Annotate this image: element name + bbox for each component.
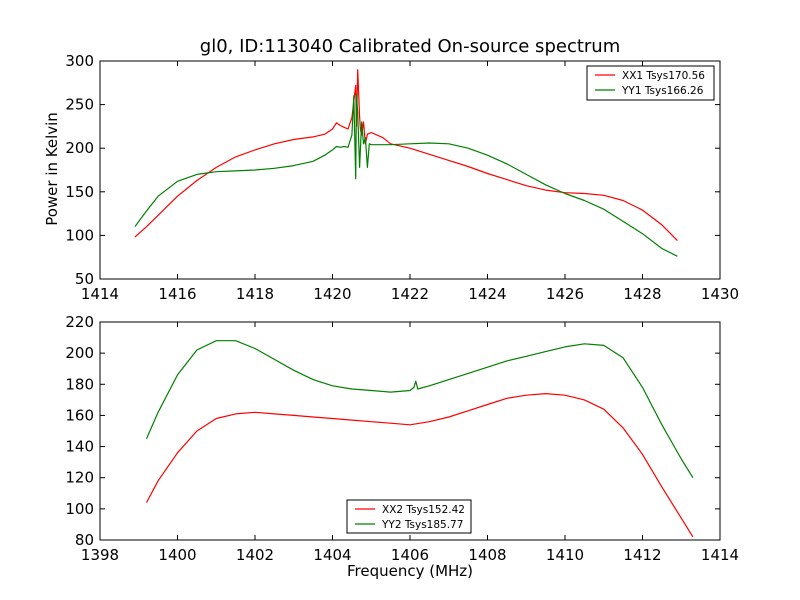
bottom-legend: XX2 Tsys152.42 YY2 Tsys185.77 xyxy=(346,499,472,534)
top-x-tick-label: 1424 xyxy=(468,285,506,303)
bottom-legend-label-1: XX2 Tsys152.42 xyxy=(382,504,465,516)
top-series-line-1 xyxy=(134,69,678,242)
chart-title: gl0, ID:113040 Calibrated On-source spec… xyxy=(200,36,620,57)
bottom-x-tick-label: 1408 xyxy=(468,546,506,564)
bottom-x-tick-label: 1406 xyxy=(391,546,429,564)
top-legend: XX1 Tsys170.56 YY1 Tsys166.26 xyxy=(586,65,715,101)
x-axis-label: Frequency (MHz) xyxy=(347,562,473,580)
bottom-y-tick-label: 180 xyxy=(65,375,94,393)
bottom-legend-box xyxy=(346,499,472,534)
top-x-tick-label: 1416 xyxy=(158,285,196,303)
bottom-plot-area: 1398 1400 1402 1404 1406 1408 1410 1412 1414 80 10… xyxy=(65,313,739,564)
bottom-y-tick-label: 80 xyxy=(75,531,94,549)
bottom-x-tick-label: 1402 xyxy=(236,546,274,564)
top-y-tick-label: 50 xyxy=(75,270,94,288)
bottom-panel: Frequency (MHz) 1398 1400 1402 1404 1406 1408… xyxy=(65,313,739,580)
bottom-x-tick-label: 1412 xyxy=(623,546,661,564)
bottom-y-tick-label: 120 xyxy=(65,469,94,487)
top-panel: gl0, ID:113040 Calibrated On-source spec… xyxy=(43,36,739,303)
bottom-x-tick-label: 1404 xyxy=(313,546,351,564)
top-legend-label-2: YY1 Tsys166.26 xyxy=(621,85,704,97)
bottom-y-tick-label: 220 xyxy=(65,313,94,331)
top-y-tick-label: 200 xyxy=(65,139,94,157)
bottom-x-tick-label: 1398 xyxy=(81,546,119,564)
top-x-tick-label: 1414 xyxy=(81,285,119,303)
bottom-y-tick-label: 200 xyxy=(65,344,94,362)
bottom-y-tick-label: 160 xyxy=(65,406,94,424)
top-y-tick-label: 150 xyxy=(65,183,94,201)
top-y-tick-label: 100 xyxy=(65,226,94,244)
bottom-series-line-1 xyxy=(145,393,694,538)
bottom-y-tick-label: 140 xyxy=(65,438,94,456)
top-x-tick-label: 1426 xyxy=(546,285,584,303)
bottom-y-tick-label: 100 xyxy=(65,500,94,518)
top-legend-box xyxy=(586,65,715,101)
top-x-tick-label: 1428 xyxy=(623,285,661,303)
top-y-tick-label: 250 xyxy=(65,96,94,114)
bottom-legend-label-2: YY2 Tsys185.77 xyxy=(381,519,463,531)
top-x-tick-label: 1418 xyxy=(236,285,274,303)
top-series-line-2 xyxy=(134,93,678,257)
bottom-series-line-2 xyxy=(145,340,694,479)
bottom-x-tick-label: 1410 xyxy=(546,546,584,564)
top-x-tick-label: 1430 xyxy=(701,285,739,303)
bottom-x-tick-label: 1414 xyxy=(701,546,739,564)
y-axis-label: Power in Kelvin xyxy=(43,112,61,226)
top-x-tick-label: 1420 xyxy=(313,285,351,303)
top-x-tick-label: 1422 xyxy=(391,285,429,303)
top-plot-area: 1414 1416 1418 1420 1422 1424 1426 1428 1430 50 10… xyxy=(65,52,739,303)
bottom-x-tick-label: 1400 xyxy=(158,546,196,564)
top-y-tick-label: 300 xyxy=(65,52,94,70)
top-legend-label-1: XX1 Tsys170.56 xyxy=(622,70,705,82)
